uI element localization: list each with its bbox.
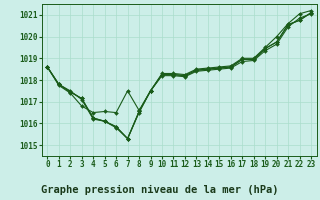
Text: Graphe pression niveau de la mer (hPa): Graphe pression niveau de la mer (hPa): [41, 185, 279, 195]
